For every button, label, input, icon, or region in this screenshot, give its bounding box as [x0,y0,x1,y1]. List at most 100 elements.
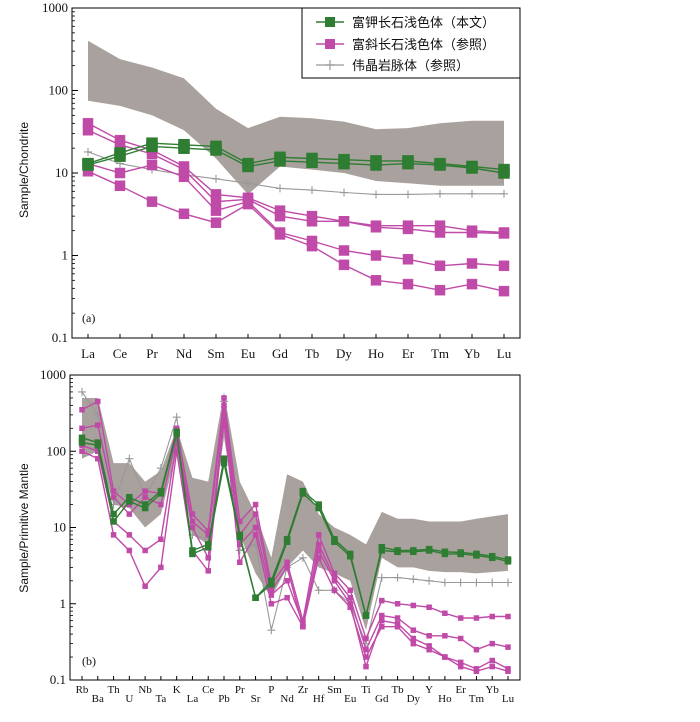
a-series-3-point-Sm [210,196,222,207]
b-series-1-point-Rb [78,439,86,446]
b-xtick-label-Sm: Sm [327,684,342,696]
a-series-5-point-Dy [338,259,350,271]
b-xtick-label-P: P [268,684,274,696]
b-series-2-line [81,397,508,641]
b-series-4-point-Ti [363,663,369,670]
b-series-1-line [81,433,509,616]
a-ytick-label: 0.1 [52,330,68,345]
b-gray-range-band [82,391,508,631]
b-series-1-point-Dy [410,548,417,556]
a-series-6-point-Lu [500,189,508,198]
a-series-3-point-Gd [274,210,286,222]
b-xtick-label-Ho: Ho [438,693,452,705]
a-series-1-point-Dy [338,157,350,170]
b-xtick-label-Nb: Nb [138,684,152,696]
a-series-3-point-Ho [370,222,382,233]
b-series-2-point-Hf [315,532,322,538]
b-series-6-point-Hf [314,586,323,595]
b-xtick-label-Nd: Nd [280,693,294,705]
b-series-1-point-Pb [220,459,228,467]
b-series-5-point-Hf [315,555,322,561]
b-series-4-point-Hf [315,547,322,554]
b-series-6-line [81,391,508,646]
a-series-1-point-La [82,159,94,171]
a-series-3-point-Er [402,223,414,235]
a-xtick-label-Nd: Nd [176,346,192,361]
a-series-4-point-Pr [146,159,158,171]
b-xtick-label-Pr: Pr [235,684,245,696]
b-series-5-point-Lu [505,668,511,675]
b-series-1-point-Nd [283,538,291,546]
panel-a-series [82,118,510,297]
a-series-1-point-Er [402,157,414,170]
a-series-1-point-Ho [370,159,382,171]
a-xtick-label-Ho: Ho [368,346,384,361]
b-series-1-point-Pr [236,533,244,541]
b-series-2-point-Eu [347,587,353,594]
a-series-4-point-Er [402,254,414,265]
b-series-4-point-Sm [331,578,338,584]
a-series-6-point-Tm [436,189,444,198]
b-xtick-label-La: La [187,693,199,705]
b-series-6-point-Ho [440,578,449,587]
a-ytick-label: 1 [62,248,69,263]
a-xtick-label-Dy: Dy [336,346,352,361]
legend-item-green: 富钾长石浅色体（本文） [316,15,495,31]
legend: 富钾长石浅色体（本文） 富斜长石浅色体（参照） 伟晶岩脉体（参照） [301,7,521,79]
a-series-6-point-Er [404,190,412,199]
a-series-5-point-Eu [242,198,254,210]
b-series-5-point-Ta [158,564,164,571]
b-xtick-label-Ce: Ce [202,684,214,696]
panel-a-ticks: 0.1 1 10 100 1000 La Ce Pr Nd Sm Eu Gd Tb Dy Ho Er Tm Yb L… [42,0,512,361]
b-series-1-point-Eu [346,552,354,560]
b-series-6-point-U [125,454,134,463]
b-xtick-label-Th: Th [107,684,120,696]
a-series-3-point-Dy [338,216,350,227]
b-series-2-point-Th [110,488,117,494]
a-xtick-label-Ce: Ce [113,346,128,361]
b-series-4-point-Yb [489,657,495,664]
a-series-1-point-Nd [178,142,190,154]
b-xtick-label-K: K [173,684,181,696]
b-series-1-point-Ho [441,550,449,558]
b-series-5-point-U [126,547,133,554]
panel-b-tag: (b) [82,654,96,668]
b-series-3-point-Lu [505,644,511,650]
b-series-2-point-Ba [95,398,101,405]
b-series-1-point-Ti [362,612,370,619]
b-series-1-point-Lu [504,558,512,565]
a-series-4-point-Yb [466,258,478,269]
a-series-1-point-Ce [114,150,126,162]
b-series-4-point-U [126,532,133,538]
b-series-5-point-Zr [300,623,306,630]
a-series-6-line [87,151,504,195]
b-series-3-point-Ba [95,422,101,428]
b-series-6-point-Tm [472,578,481,587]
a-xtick-label-Yb: Yb [464,346,480,361]
a-series-5-point-Ce [114,180,126,192]
b-xtick-label-Tb: Tb [391,684,404,696]
b-series-6-point-Pr [235,546,244,555]
b-series-1-point-Ta [157,490,165,497]
panel-b-series [78,387,512,675]
a-series-6-point-Eu [244,179,252,188]
b-series-5-point-Yb [489,663,495,670]
b-series-0-line [81,431,509,616]
b-series-5-point-Eu [347,604,353,610]
b-series-4-point-Nd [284,578,290,584]
b-series-6-point-Er [456,578,465,587]
b-xtick-label-Ba: Ba [92,693,104,705]
a-series-4-point-Ce [114,167,126,179]
b-xtick-label-Tm: Tm [469,693,485,705]
b-series-5-point-Pb [221,418,227,424]
b-series-3-point-Sr [252,511,259,517]
legend-label-gray: 伟晶岩脉体（参照） [352,58,469,74]
legend-magenta-square-icon [325,39,335,49]
b-series-1-point-U [126,498,133,505]
b-series-2-point-Lu [505,613,511,620]
b-xtick-label-U: U [125,693,133,705]
b-series-3-point-Rb [79,425,85,432]
b-series-6-point-Tb [393,573,402,582]
b-xtick-label-Eu: Eu [344,693,357,705]
a-series-5-line [87,170,505,292]
